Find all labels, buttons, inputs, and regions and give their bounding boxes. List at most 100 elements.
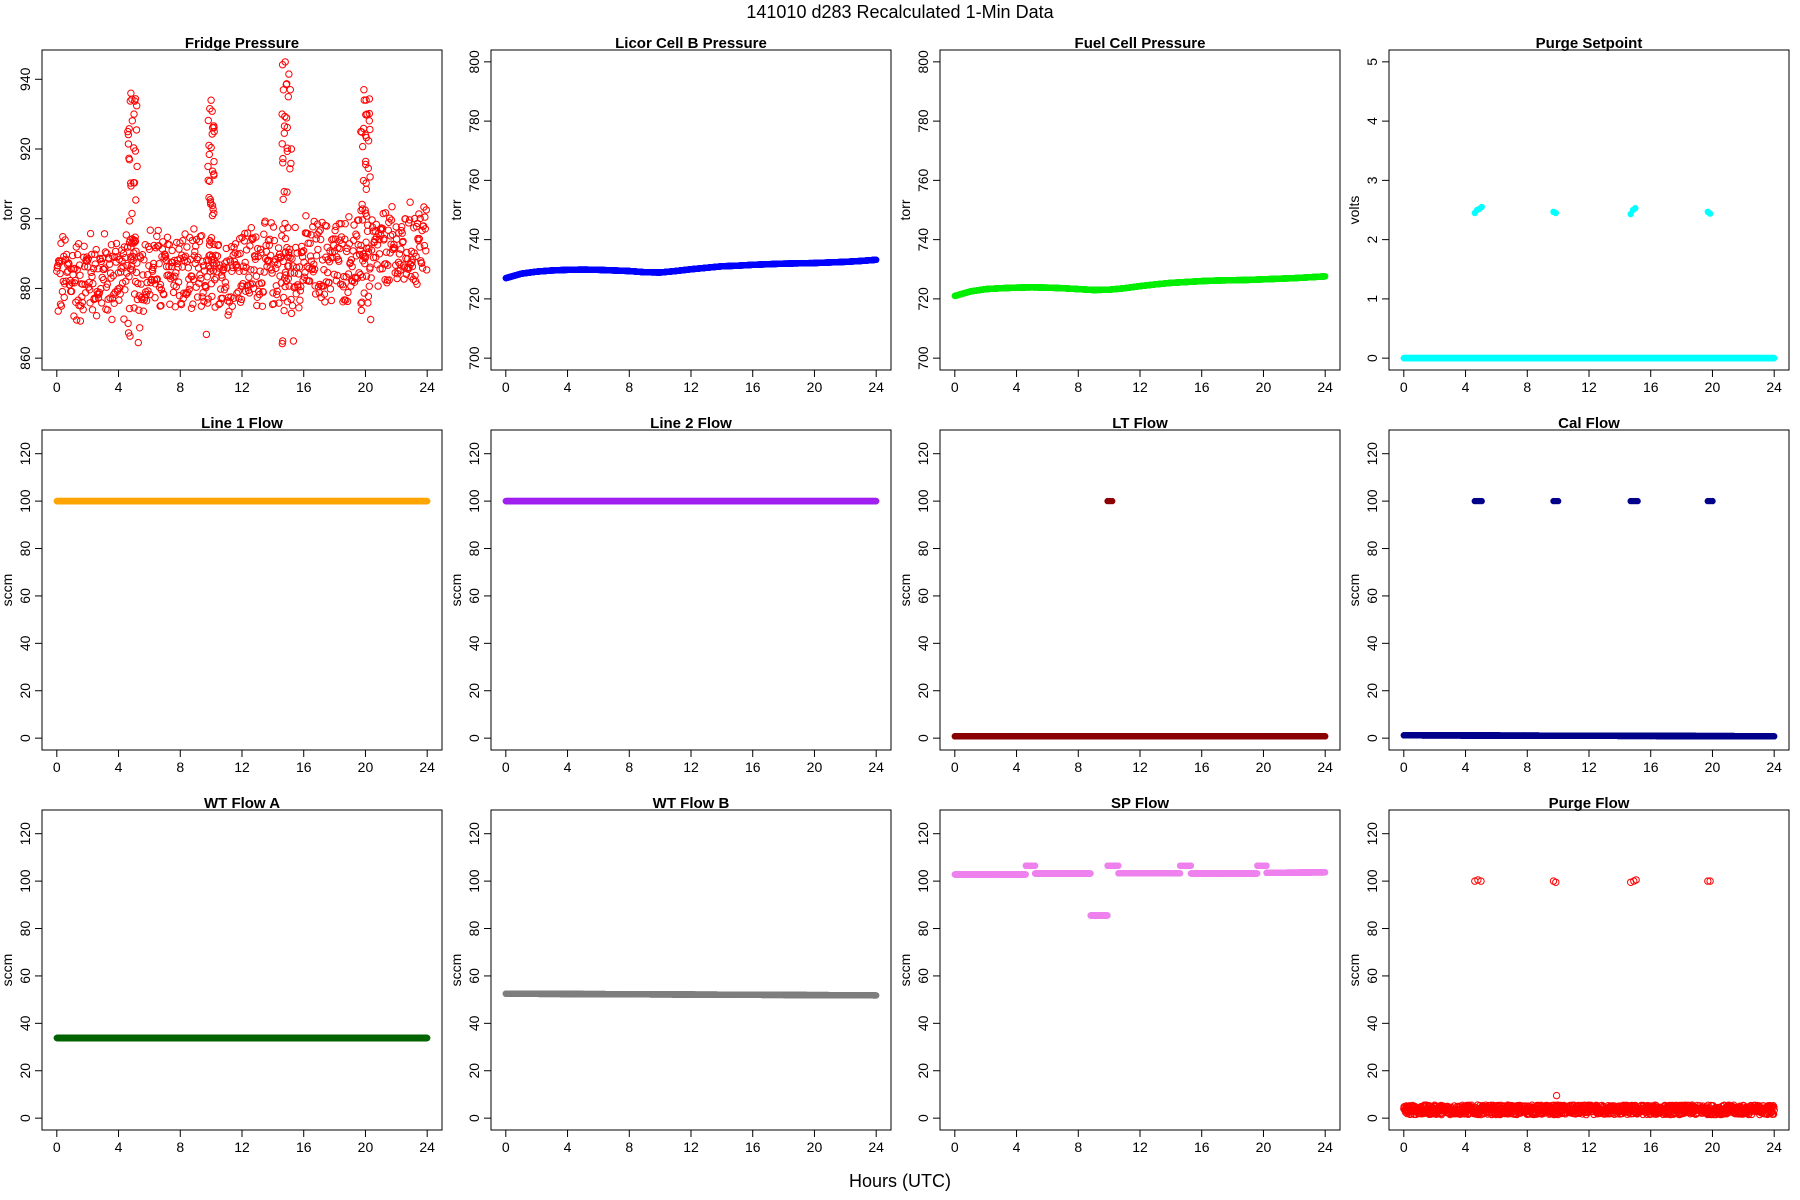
data-point (125, 273, 133, 281)
data-point (188, 236, 197, 245)
data-point (266, 235, 274, 244)
data-point (252, 233, 260, 241)
data-point (113, 253, 121, 261)
data-point (204, 295, 212, 303)
x-tick-label: 8 (1074, 379, 1082, 395)
x-tick-label: 12 (234, 379, 250, 395)
data-point (132, 247, 140, 256)
y-tick-label: 940 (17, 67, 33, 91)
data-point (267, 251, 275, 260)
data-point (294, 283, 302, 291)
x-tick-label: 16 (1194, 379, 1210, 395)
x-tick-label: 20 (807, 379, 823, 395)
data-point (135, 306, 143, 314)
data-point (401, 215, 410, 223)
data-point (279, 195, 287, 204)
data-point (280, 129, 288, 137)
data-point (247, 224, 256, 232)
data-point (245, 273, 253, 281)
data-point (205, 150, 214, 159)
data-point (184, 264, 193, 272)
data-point (323, 222, 331, 230)
data-point (89, 264, 98, 273)
data-point (132, 268, 141, 277)
data-point (128, 209, 136, 218)
data-point (275, 299, 283, 307)
data-point (130, 304, 138, 312)
data-point (366, 125, 374, 134)
data-point (57, 302, 66, 310)
data-point (77, 302, 85, 310)
data-point (285, 262, 293, 270)
data-point (99, 276, 108, 284)
data-point (61, 236, 69, 244)
data-point (375, 250, 384, 258)
data-point (365, 117, 373, 125)
data-point (80, 242, 88, 251)
data-point (181, 230, 189, 238)
data-point (297, 282, 305, 291)
data-point (295, 263, 304, 271)
data-point (362, 185, 370, 194)
data-point (140, 256, 148, 264)
data-point (71, 276, 80, 285)
y-axis-label: torr (897, 199, 913, 220)
data-point (873, 256, 880, 263)
data-point (315, 228, 323, 236)
x-tick-label: 24 (419, 379, 435, 395)
data-point (280, 293, 288, 302)
data-point (305, 277, 314, 285)
data-point (238, 282, 247, 290)
y-tick-label: 760 (466, 168, 482, 192)
data-point (181, 252, 190, 260)
data-point (66, 276, 74, 285)
data-point (102, 283, 111, 291)
data-point (76, 317, 85, 325)
data-point (75, 261, 84, 269)
data-point (266, 264, 274, 272)
x-tick-label: 20 (1256, 379, 1272, 395)
data-point (128, 266, 137, 274)
data-point (278, 140, 286, 148)
data-point (285, 282, 293, 290)
data-point (86, 229, 95, 238)
x-tick-label: 20 (358, 379, 374, 395)
data-point (306, 239, 314, 248)
data-point (208, 292, 216, 301)
data-point (317, 235, 325, 244)
data-point (214, 241, 223, 249)
data-point (243, 229, 252, 237)
data-point (270, 300, 278, 308)
data-point (153, 275, 162, 283)
plot-frame (41, 49, 443, 371)
data-point (73, 250, 82, 259)
plot-frame (490, 49, 892, 371)
data-point (312, 235, 320, 243)
data-points (53, 58, 431, 348)
data-point (228, 267, 236, 275)
y-tick-label: 780 (915, 109, 931, 133)
data-point (273, 290, 281, 299)
data-point (161, 252, 170, 261)
data-point (386, 214, 394, 222)
data-point (267, 219, 275, 227)
data-point (156, 280, 165, 289)
data-point (257, 249, 265, 257)
data-point (327, 296, 336, 305)
data-point (88, 306, 97, 314)
data-point (124, 319, 132, 328)
y-tick-label: 700 (915, 346, 931, 370)
data-point (139, 271, 147, 279)
data-point (107, 274, 115, 282)
data-point (179, 237, 187, 245)
data-point (155, 260, 163, 268)
data-point (388, 203, 396, 211)
data-point (358, 216, 367, 224)
data-point (251, 253, 259, 261)
data-point (273, 287, 281, 295)
figure-title: 141010 d283 Recalculated 1-Min Data (746, 2, 1054, 22)
x-tick-label: 0 (53, 379, 61, 395)
